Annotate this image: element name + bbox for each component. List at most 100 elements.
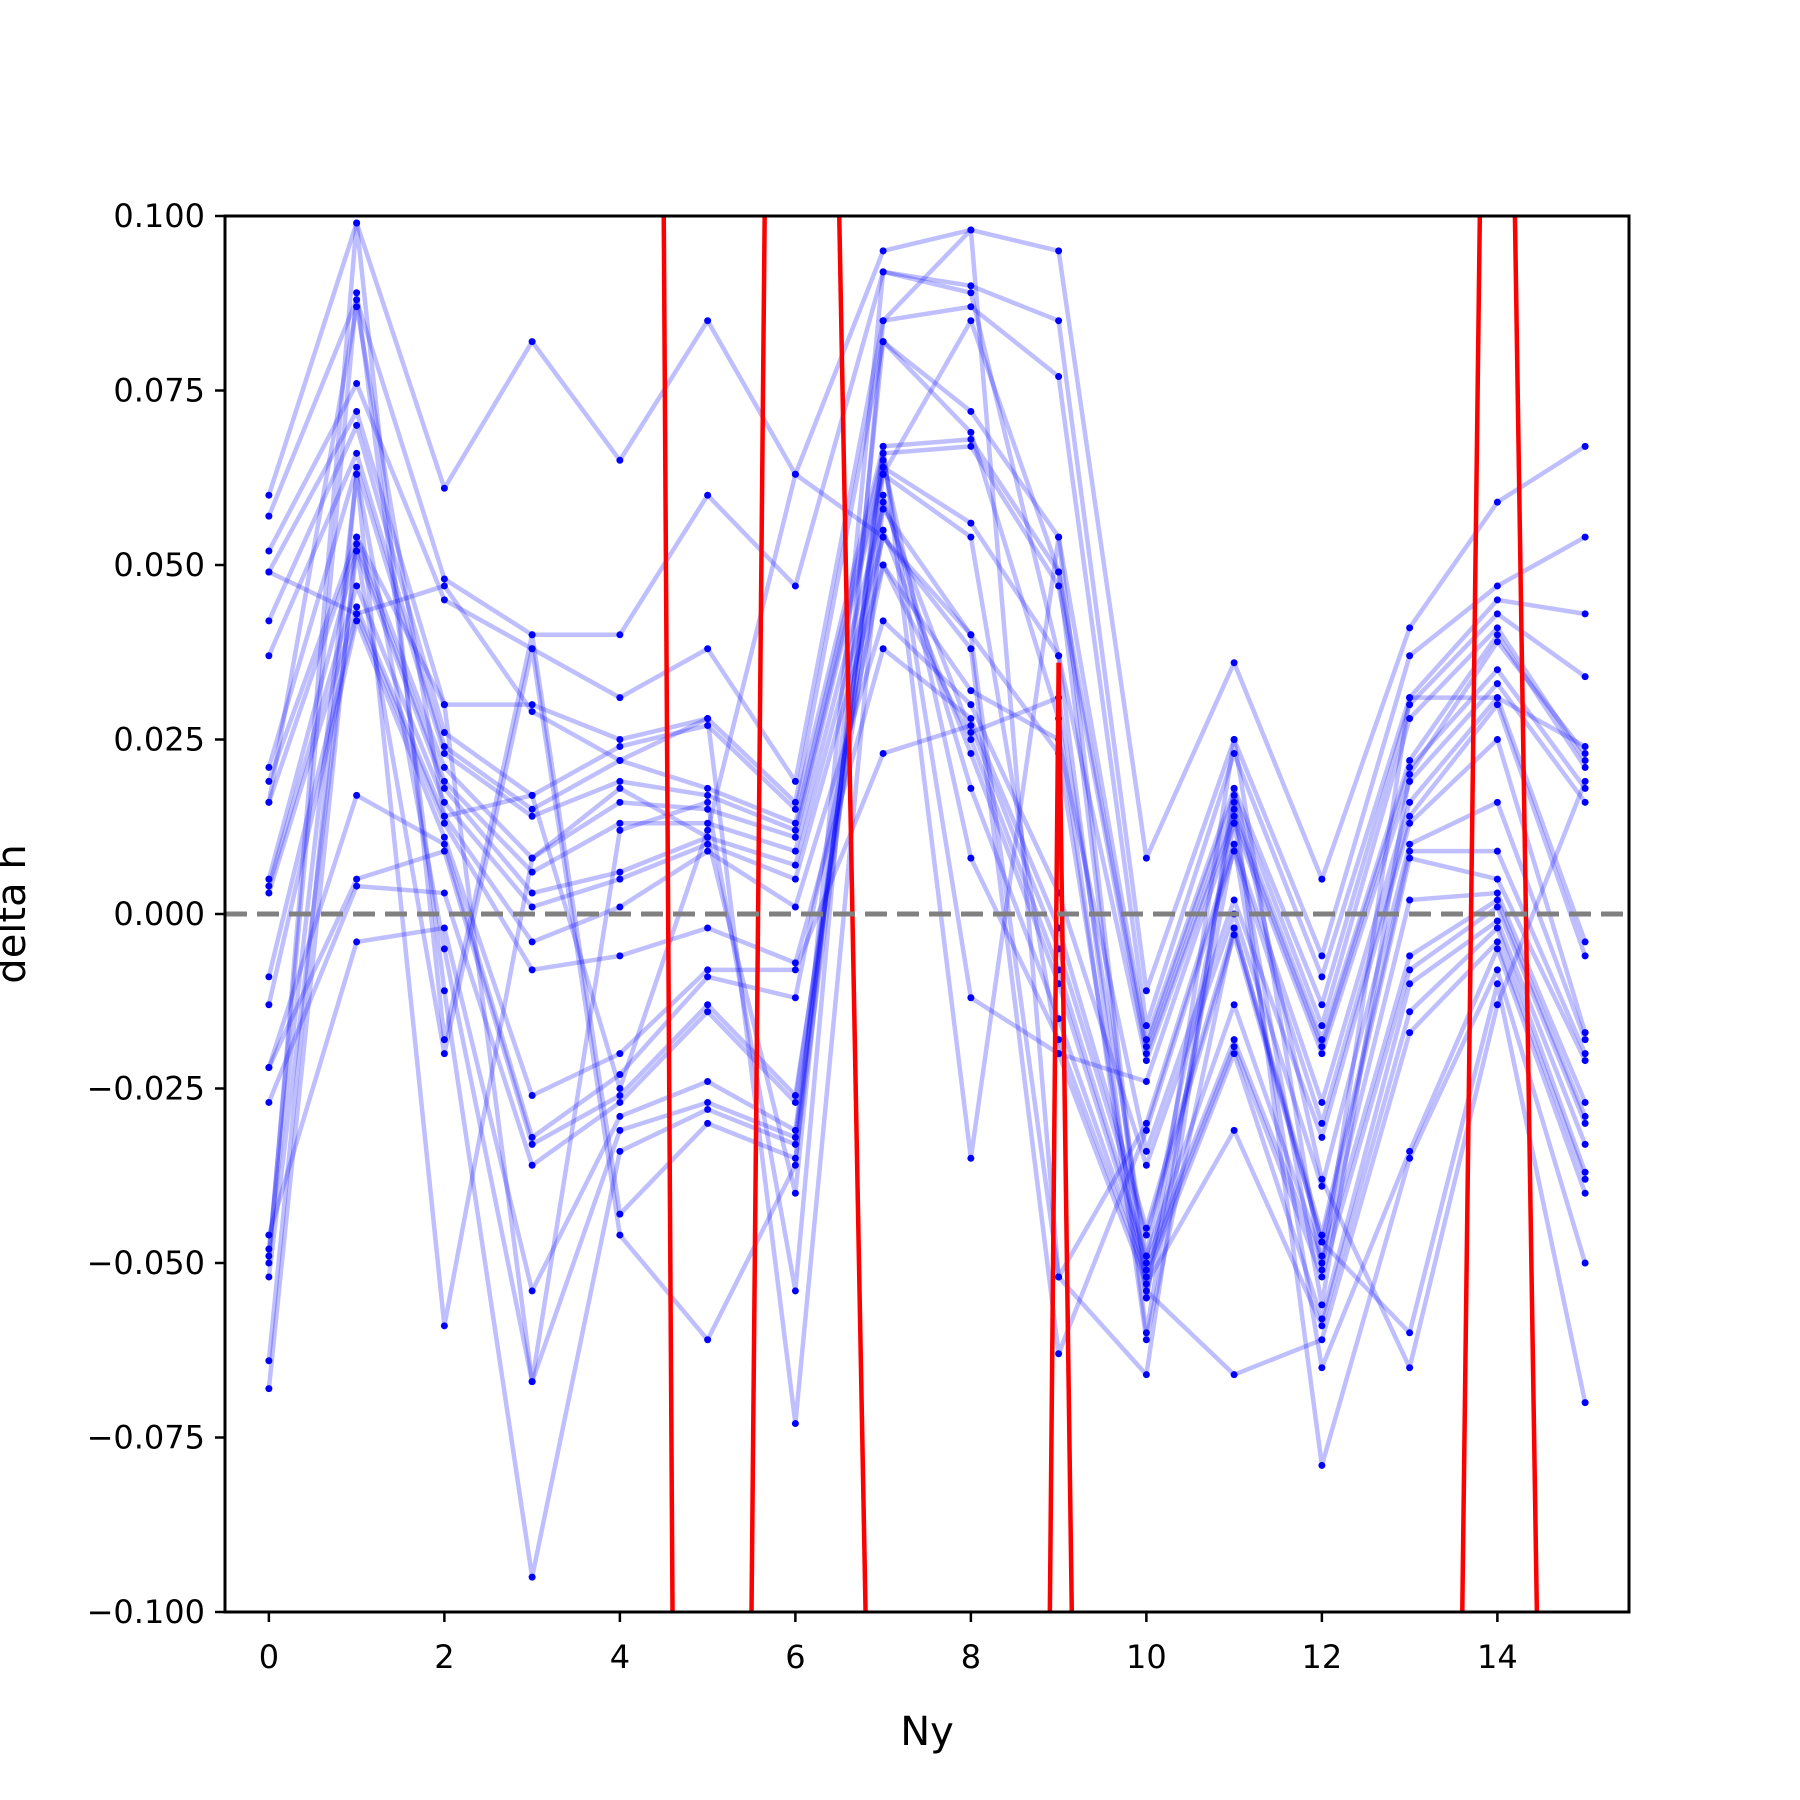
data-point-s0-x9: [1055, 247, 1063, 255]
series-line-9: [266, 534, 1588, 1356]
data-point-s6-x11: [1230, 812, 1238, 820]
series-line-16: [266, 492, 1588, 1280]
data-point-s8-x15: [1581, 938, 1589, 946]
data-point-s3-x1: [353, 407, 361, 415]
data-point-s21-x3: [528, 645, 536, 653]
data-point-s21-x5: [704, 1336, 712, 1344]
data-point-s22-x2: [440, 1322, 448, 1330]
data-point-s18-x5: [704, 1098, 712, 1106]
data-point-s9-x13: [1406, 812, 1414, 820]
data-point-s7-x4: [616, 798, 624, 806]
data-point-s6-x3: [528, 812, 536, 820]
series-line-24: [267, 499, 1587, 1426]
data-point-s15-x1: [353, 875, 361, 883]
data-point-s19-x1: [353, 289, 361, 297]
data-point-s13-x10: [1142, 1231, 1150, 1239]
data-point-s22-x5: [704, 833, 712, 841]
data-point-s24-x5: [704, 715, 712, 723]
data-point-s11-x8: [967, 701, 975, 709]
data-point-s11-x6: [791, 903, 799, 911]
data-point-s23-x2: [440, 701, 448, 709]
data-point-s21-x8: [967, 289, 975, 297]
data-point-s0-x5: [704, 317, 712, 325]
data-point-s22-x7: [879, 338, 887, 346]
data-point-s14-x12: [1318, 1252, 1326, 1260]
data-point-s20-x11: [1230, 840, 1238, 848]
data-point-s16-x11: [1230, 1043, 1238, 1051]
x-tick-label-12: 12: [1302, 1638, 1343, 1676]
data-point-s23-x14: [1493, 1001, 1501, 1009]
data-point-s24-x7: [879, 498, 887, 506]
data-point-s11-x3: [528, 938, 536, 946]
data-point-s12-x5: [704, 924, 712, 932]
data-point-s1-x6: [791, 582, 799, 590]
data-point-s14-x2: [440, 840, 448, 848]
data-point-s17-x3: [528, 1287, 536, 1295]
data-point-s23-x15: [1581, 777, 1589, 785]
data-point-s6-x8: [967, 519, 975, 527]
data-point-s3-x4: [616, 736, 624, 743]
data-point-s17-x14: [1493, 917, 1501, 925]
data-point-s10-x11: [1230, 896, 1238, 904]
data-point-s23-x0: [265, 1385, 273, 1393]
data-point-s0-x0: [265, 491, 273, 499]
data-point-s9-x14: [1493, 701, 1501, 709]
data-point-s0-x11: [1230, 659, 1238, 667]
data-point-s5-x9: [1055, 582, 1063, 590]
series-line-17: [266, 458, 1588, 1322]
data-point-s9-x0: [265, 875, 273, 883]
data-point-s11-x12: [1318, 1182, 1326, 1190]
data-point-s7-x12: [1318, 1050, 1326, 1058]
data-point-s17-x2: [440, 924, 448, 932]
data-point-s13-x1: [353, 617, 361, 625]
data-point-s6-x1: [353, 463, 361, 471]
data-point-s11-x14: [1493, 798, 1501, 806]
data-point-s25-x1: [353, 303, 361, 311]
series-line-4: [266, 423, 1588, 1049]
data-point-s25-x3: [528, 791, 536, 799]
data-point-s15-x7: [879, 526, 887, 534]
data-point-s14-x4: [616, 1071, 624, 1079]
data-point-s3-x13: [1406, 701, 1414, 709]
data-point-s5-x11: [1230, 805, 1238, 813]
data-point-s16-x3: [528, 1161, 536, 1169]
data-point-s0-x10: [1142, 854, 1150, 862]
data-point-s24-x4: [616, 756, 624, 764]
data-point-s12-x8: [967, 715, 975, 723]
data-point-s4-x4: [616, 742, 624, 750]
data-point-s0-x12: [1318, 875, 1326, 883]
data-point-s4-x5: [704, 722, 712, 730]
data-point-s19-x2: [440, 987, 448, 995]
data-point-s12-x14: [1493, 847, 1501, 855]
data-point-s10-x1: [353, 582, 361, 590]
series-line-1: [266, 269, 1587, 994]
data-point-s20-x15: [1581, 1189, 1589, 1197]
series-line-10: [266, 562, 1588, 1154]
data-point-s7-x14: [1493, 680, 1501, 688]
data-point-s11-x0: [265, 889, 273, 897]
y-axis-label: delta h: [0, 844, 35, 983]
data-point-s8-x7: [879, 505, 887, 513]
data-point-s23-x13: [1406, 1364, 1414, 1372]
data-point-s15-x14: [1493, 896, 1501, 904]
data-point-s4-x6: [791, 805, 799, 813]
y-tick-label-3: −0.025: [87, 1070, 205, 1108]
data-point-s2-x0: [265, 547, 273, 555]
series-line-13: [266, 618, 1588, 1245]
data-point-s2-x6: [791, 777, 799, 785]
data-point-s12-x7: [879, 645, 887, 653]
data-point-s17-x4: [616, 1112, 624, 1120]
data-point-s19-x4: [616, 1147, 624, 1155]
data-point-s4-x10: [1142, 1043, 1150, 1051]
series-line-11: [266, 604, 1588, 1189]
data-point-s0-x4: [616, 456, 624, 464]
data-point-s9-x8: [967, 645, 975, 653]
data-point-s3-x14: [1493, 610, 1501, 618]
data-point-s3-x6: [791, 798, 799, 806]
data-point-s23-x8: [967, 226, 975, 234]
series-line-7: [266, 472, 1587, 1084]
data-point-s2-x14: [1493, 596, 1501, 604]
data-point-s14-x6: [791, 994, 799, 1002]
data-point-s20-x8: [967, 317, 975, 325]
data-point-s7-x5: [704, 805, 712, 813]
